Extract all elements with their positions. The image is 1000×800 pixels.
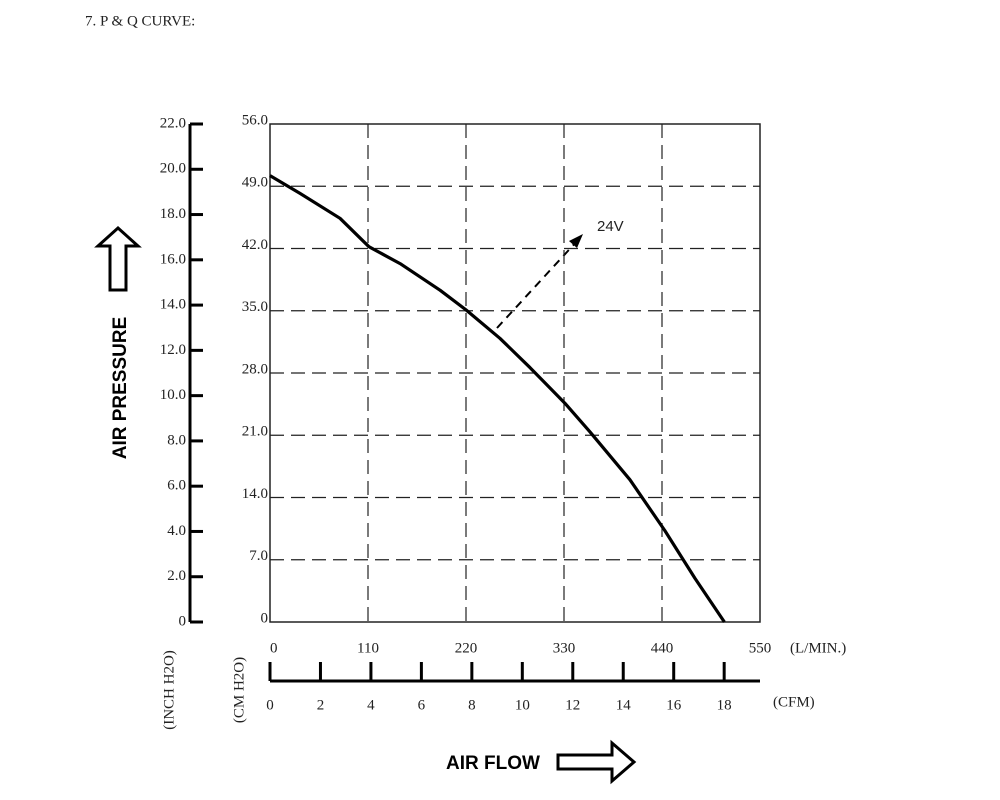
- y-tick-label: 56.0: [242, 112, 268, 128]
- y-tick-label: 49.0: [242, 175, 268, 191]
- x-tick-label: 330: [553, 640, 576, 656]
- x2-tick-label: 14: [616, 697, 632, 713]
- y-tick-label: 28.0: [242, 361, 268, 377]
- y-tick-label: 35.0: [242, 299, 268, 315]
- y-tick-label: 7.0: [249, 548, 268, 564]
- x-tick-label: 110: [357, 640, 379, 656]
- y2-tick-label: 12.0: [160, 342, 186, 358]
- y-tick-label: 14.0: [242, 486, 268, 502]
- up-arrow: [94, 225, 142, 292]
- y-axis-title: AIR PRESSURE: [110, 317, 131, 460]
- annotation: 24V: [597, 218, 624, 235]
- y2-tick-label: 18.0: [160, 206, 186, 222]
- x-axis-title: AIR FLOW: [446, 753, 540, 774]
- y2-tick-label: 8.0: [167, 432, 186, 448]
- y2-tick-label: 4.0: [167, 523, 186, 539]
- x2-tick-label: 12: [565, 697, 580, 713]
- x2-tick-label: 18: [717, 697, 732, 713]
- y-tick-label: 0: [261, 610, 269, 626]
- y-tick-label: 42.0: [242, 237, 268, 253]
- y2-tick-label: 10.0: [160, 387, 186, 403]
- x2-tick-label: 10: [515, 697, 530, 713]
- y2-unit: (INCH H2O): [161, 650, 177, 730]
- x-tick-label: 220: [455, 640, 478, 656]
- annotation-arrowhead: [569, 234, 583, 248]
- pq-curve: [269, 174, 726, 623]
- x2-unit: (CFM): [773, 694, 815, 710]
- y2-tick-label: 14.0: [160, 297, 186, 313]
- x-tick-label: 440: [651, 640, 674, 656]
- x2-tick-label: 2: [317, 697, 325, 713]
- y2-tick-label: 0: [179, 613, 187, 629]
- x2-tick-label: 16: [666, 697, 682, 713]
- y2-tick-label: 6.0: [167, 478, 186, 494]
- x2-tick-label: 4: [367, 697, 375, 713]
- x2-tick-label: 8: [468, 697, 476, 713]
- right-arrow: [556, 739, 637, 785]
- x2-tick-label: 6: [418, 697, 426, 713]
- y-tick-label: 21.0: [242, 424, 268, 440]
- y2-tick-label: 2.0: [167, 568, 186, 584]
- x-tick-label: 550: [749, 640, 772, 656]
- x-tick-label: 0: [270, 640, 278, 656]
- y2-tick-label: 16.0: [160, 251, 186, 267]
- x-unit: (L/MIN.): [790, 640, 846, 656]
- y2-tick-label: 20.0: [160, 161, 186, 177]
- annotation-arrow: [496, 239, 579, 329]
- x2-tick-label: 0: [266, 697, 274, 713]
- y-unit: (CM H2O): [231, 657, 247, 723]
- chart-title: 7. P & Q CURVE:: [85, 13, 195, 29]
- y2-tick-label: 22.0: [160, 115, 186, 131]
